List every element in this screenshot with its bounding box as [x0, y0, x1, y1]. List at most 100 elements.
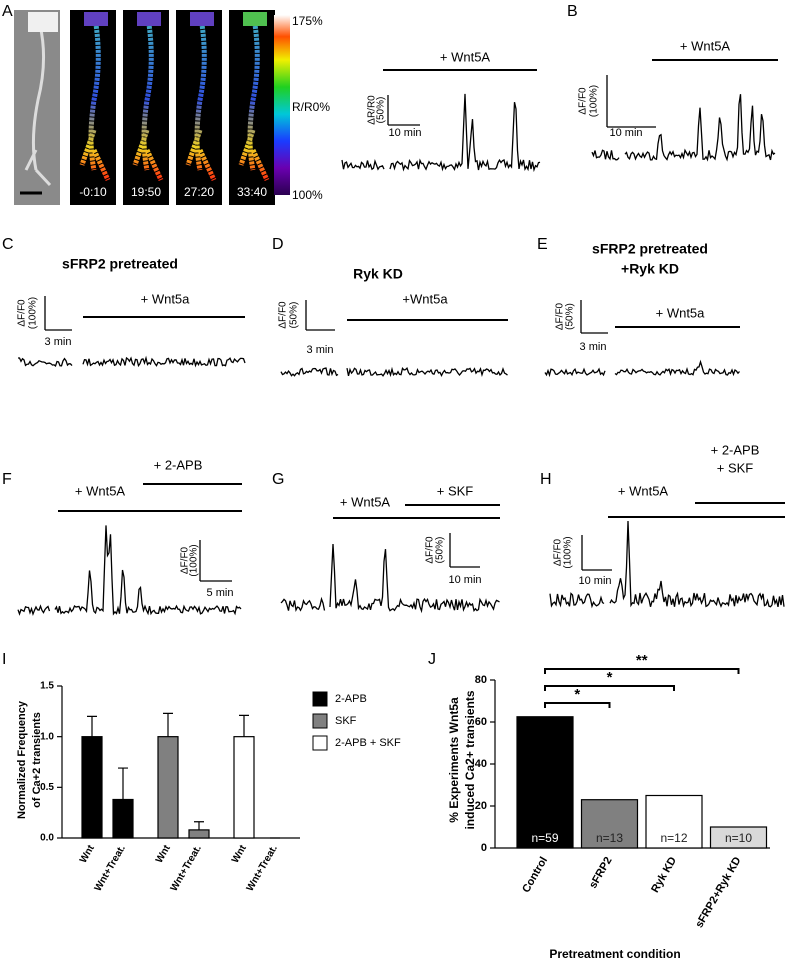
panel-title: Ryk KD — [353, 266, 403, 282]
x-axis-label: Pretreatment condition — [549, 947, 680, 961]
significance-bracket — [544, 668, 740, 674]
calcium-trace — [389, 93, 541, 173]
panel-letter: E — [537, 236, 548, 253]
time-label: -0:10 — [79, 185, 107, 199]
treatment-label: + SKF — [717, 460, 754, 475]
scale-x-amount: 10 min — [578, 575, 611, 587]
time-label: 33:40 — [237, 185, 267, 199]
y-tick-label: 1.5 — [40, 681, 54, 692]
colorbar — [274, 15, 290, 195]
significance-label: ** — [636, 652, 648, 669]
x-tick-label: Wnt+Treat. — [245, 843, 280, 893]
x-tick-label: Control — [520, 855, 550, 895]
panel-letter: H — [540, 471, 552, 488]
y-axis-label: induced Ca2+ transients — [463, 690, 477, 829]
neuron-ratio — [238, 17, 270, 182]
scale-x-amount: 10 min — [609, 127, 642, 139]
scale-y-amount: (50%) — [289, 302, 300, 329]
scale-x-amount: 5 min — [207, 587, 234, 599]
treatment-label: + 2-APB — [154, 457, 203, 472]
panel-letter: I — [2, 651, 6, 668]
bar-label: n=10 — [725, 831, 752, 845]
legend-swatch — [312, 713, 328, 729]
legend-label: 2-APB + SKF — [335, 737, 401, 749]
treatment-label: + Wnt5a — [656, 305, 706, 320]
calcium-trace — [280, 367, 339, 377]
panel-letter: G — [272, 471, 284, 488]
y-tick-label: 40 — [475, 758, 487, 770]
scale-y-label: ΔF/F0 — [555, 302, 566, 330]
y-tick-label: 20 — [475, 800, 487, 812]
y-tick-label: 60 — [475, 716, 487, 728]
calcium-trace — [280, 596, 326, 613]
bar — [709, 826, 768, 849]
scale-y-label: ΔF/F0 — [578, 87, 589, 115]
treatment-label: + Wnt5A — [340, 494, 391, 509]
neuron-tip — [190, 12, 214, 26]
scale-x-amount: 3 min — [45, 336, 72, 348]
scale-x-amount: 3 min — [307, 344, 334, 356]
colorbar-label: 175% — [292, 14, 323, 28]
x-tick-label: Wnt+Treat. — [169, 843, 204, 893]
time-label: 19:50 — [131, 185, 161, 199]
scale-y-amount: (100%) — [563, 536, 574, 568]
scale-y-amount: (50%) — [565, 303, 576, 330]
y-tick-label: 1.0 — [40, 731, 54, 742]
neuron-ratio — [132, 17, 164, 182]
neuron-tip — [243, 12, 267, 26]
legend-label: SKF — [335, 715, 357, 727]
scale-x-amount: 10 min — [388, 127, 421, 139]
x-tick-label: Wnt — [78, 843, 97, 865]
calcium-trace — [341, 158, 385, 171]
treatment-label: + Wnt5A — [440, 49, 491, 64]
panel-letter: J — [428, 651, 436, 668]
scale-y-label: ΔF/F0 — [278, 301, 289, 329]
calcium-trace — [17, 604, 51, 617]
scale-y-amount: (50%) — [435, 537, 446, 564]
bar-label: n=12 — [660, 831, 687, 845]
treatment-label: + Wnt5A — [680, 38, 731, 53]
panel-letter: B — [567, 3, 578, 20]
calcium-trace — [54, 525, 242, 616]
panel-letter: A — [2, 3, 13, 20]
calcium-trace — [614, 359, 740, 377]
calcium-trace — [609, 520, 785, 609]
significance-label: * — [607, 669, 613, 686]
bar — [188, 829, 210, 839]
panel-title: +Ryk KD — [621, 261, 679, 277]
scale-y-label: ΔR/R0 — [367, 95, 378, 125]
scale-y-label: ΔF/F0 — [425, 536, 436, 564]
significance-label: * — [574, 686, 580, 703]
neuron-ratio — [79, 17, 111, 182]
neuron-tip — [137, 12, 161, 26]
bar — [580, 799, 639, 849]
calcium-trace — [544, 367, 606, 378]
calcium-trace — [82, 355, 246, 368]
x-tick-label: Wnt+Treat. — [93, 843, 128, 893]
legend-swatch — [312, 691, 328, 707]
bar-label: n=59 — [531, 831, 558, 845]
treatment-label: + Wnt5A — [75, 483, 126, 498]
x-tick-label: Wnt — [154, 843, 173, 865]
treatment-label: +Wnt5a — [402, 291, 448, 306]
calcium-trace — [549, 592, 605, 609]
y-axis-label: % Experiments Wnt5a — [447, 697, 461, 823]
bar — [645, 794, 703, 849]
scale-x-amount: 10 min — [448, 574, 481, 586]
y-axis-label: Normalized Frequency — [16, 700, 28, 819]
bar — [157, 736, 179, 839]
treatment-label: + 2-APB — [711, 442, 760, 457]
x-tick-label: Ryk KD — [649, 855, 679, 895]
error-bar — [87, 715, 97, 737]
legend-swatch — [312, 735, 328, 751]
neuron-outline — [24, 24, 52, 187]
error-bar — [194, 821, 204, 830]
scale-x-amount: 3 min — [580, 341, 607, 353]
treatment-label: + Wnt5a — [141, 291, 191, 306]
bar — [112, 798, 134, 839]
significance-bracket — [544, 702, 611, 708]
panel-letter: C — [2, 236, 14, 253]
panel-title: sFRP2 pretreated — [592, 241, 708, 257]
y-tick-label: 0.5 — [40, 782, 54, 793]
